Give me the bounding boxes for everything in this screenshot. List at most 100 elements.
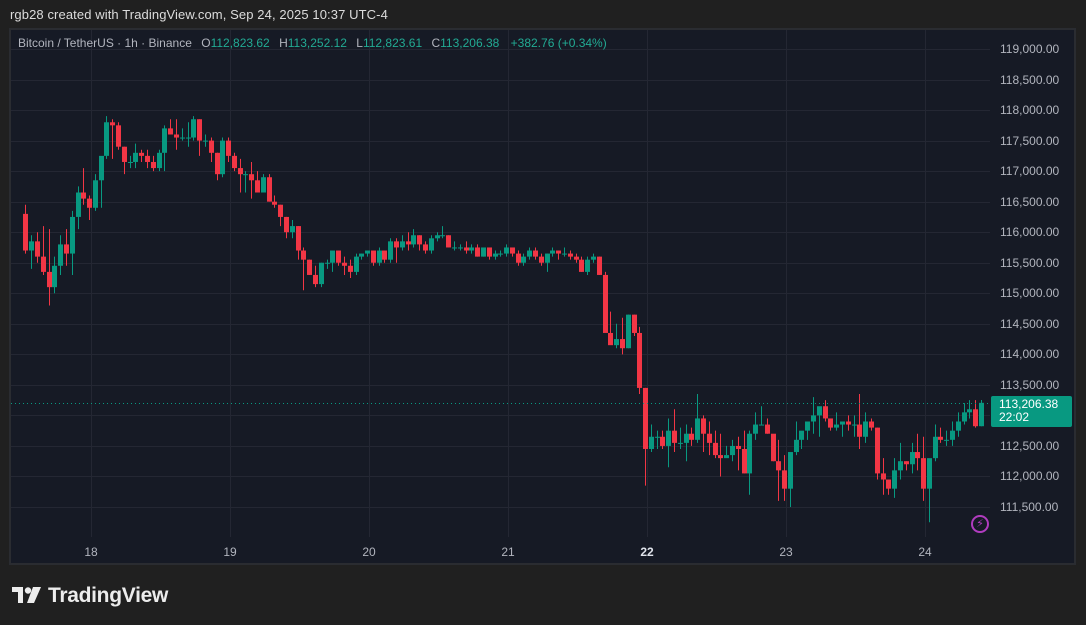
candle-body	[81, 192, 86, 199]
candle-body	[579, 259, 584, 272]
candle-body	[47, 271, 52, 288]
candle-body	[365, 250, 370, 254]
price-tick-label: 116,500.00	[1000, 194, 1060, 209]
candle-body	[643, 387, 648, 449]
candle-body	[319, 262, 324, 285]
candle-body	[799, 430, 804, 440]
price-tick-label: 114,500.00	[1000, 316, 1060, 331]
time-tick-label: 22	[640, 545, 654, 559]
price-tick-label: 118,500.00	[1000, 72, 1060, 87]
candle-body	[527, 250, 532, 257]
candle-body	[440, 235, 445, 237]
candle-body	[330, 250, 335, 263]
change-value: +382.76 (+0.34%)	[510, 36, 607, 50]
candle-body	[342, 262, 347, 266]
candle-body	[93, 180, 98, 208]
candle-body	[556, 250, 561, 254]
price-tick-label: 112,000.00	[1000, 469, 1060, 484]
candle-body	[666, 430, 671, 446]
candle-body	[742, 448, 747, 474]
candle-body	[689, 433, 694, 440]
candle-body	[232, 155, 237, 169]
tradingview-logo: TradingView	[12, 584, 168, 608]
candle-body	[979, 402, 984, 427]
candle-body	[238, 168, 243, 175]
candle-body	[290, 226, 295, 233]
price-tick-label: 115,000.00	[1000, 286, 1060, 301]
candle-body	[76, 192, 81, 217]
candle-body	[921, 458, 926, 489]
candle-body	[139, 152, 144, 156]
time-tick-label: 19	[223, 545, 237, 559]
candle-body	[284, 216, 289, 233]
candle-body	[759, 424, 764, 426]
candle-body	[209, 140, 214, 153]
candle-body	[64, 244, 69, 254]
candle-body	[110, 122, 115, 126]
candle-body	[707, 433, 712, 443]
candle-body	[962, 412, 967, 422]
candle-body	[498, 253, 503, 255]
candle-body	[220, 140, 225, 175]
candle-body	[805, 421, 810, 431]
candle-body	[435, 235, 440, 239]
candle-body	[846, 421, 851, 425]
candle-body	[950, 430, 955, 440]
candle-body	[70, 216, 75, 254]
candle-body	[910, 452, 915, 465]
candle-body	[99, 155, 104, 181]
symbol-title[interactable]: Bitcoin / TetherUS · 1h · Binance	[18, 36, 192, 50]
candle-body	[406, 241, 411, 245]
price-tick-label: 119,000.00	[1000, 42, 1060, 56]
candle-body	[168, 128, 173, 135]
candle-body	[521, 256, 526, 263]
candle-body	[35, 241, 40, 257]
candle-body	[834, 424, 839, 428]
candle-body	[794, 439, 799, 453]
candle-body	[203, 140, 208, 142]
candle-body	[713, 442, 718, 456]
candle-body	[881, 473, 886, 480]
candle-body	[915, 452, 920, 459]
candle-body	[944, 439, 949, 441]
candle-body	[550, 250, 555, 254]
candle-body	[133, 152, 138, 162]
candle-body	[840, 421, 845, 425]
candle-body	[243, 174, 248, 176]
candle-body	[151, 161, 156, 169]
candle-body	[191, 119, 196, 138]
candle-body	[828, 418, 833, 428]
candle-body	[591, 256, 596, 260]
candle-body	[87, 198, 92, 208]
low-label: L	[356, 36, 363, 50]
chart-attribution: rgb28 created with TradingView.com, Sep …	[10, 7, 388, 22]
candle-body	[973, 409, 978, 427]
candle-body	[655, 436, 660, 438]
candle-body	[776, 461, 781, 471]
candle-body	[162, 128, 167, 153]
candle-body	[927, 458, 932, 489]
candle-body	[608, 332, 613, 346]
candle-body	[967, 409, 972, 413]
candle-body	[423, 244, 428, 251]
chart-panel[interactable]	[9, 28, 1076, 565]
candle-body	[614, 339, 619, 346]
candle-body	[452, 247, 457, 249]
candle-body	[956, 421, 961, 431]
candle-body	[267, 177, 272, 202]
candle-body	[255, 180, 260, 193]
candle-body	[603, 274, 608, 333]
candle-body	[157, 152, 162, 169]
candle-body	[429, 238, 434, 251]
lightning-icon[interactable]: ⚡	[971, 515, 989, 533]
price-tick-label: 116,000.00	[1000, 225, 1060, 240]
candle-body	[736, 445, 741, 449]
candle-body	[811, 415, 816, 422]
candle-body	[626, 314, 631, 349]
candle-body	[695, 418, 700, 440]
price-tick-label: 111,500.00	[1000, 499, 1059, 514]
candle-body	[23, 213, 28, 251]
candle-body	[585, 259, 590, 272]
candle-body	[307, 259, 312, 275]
